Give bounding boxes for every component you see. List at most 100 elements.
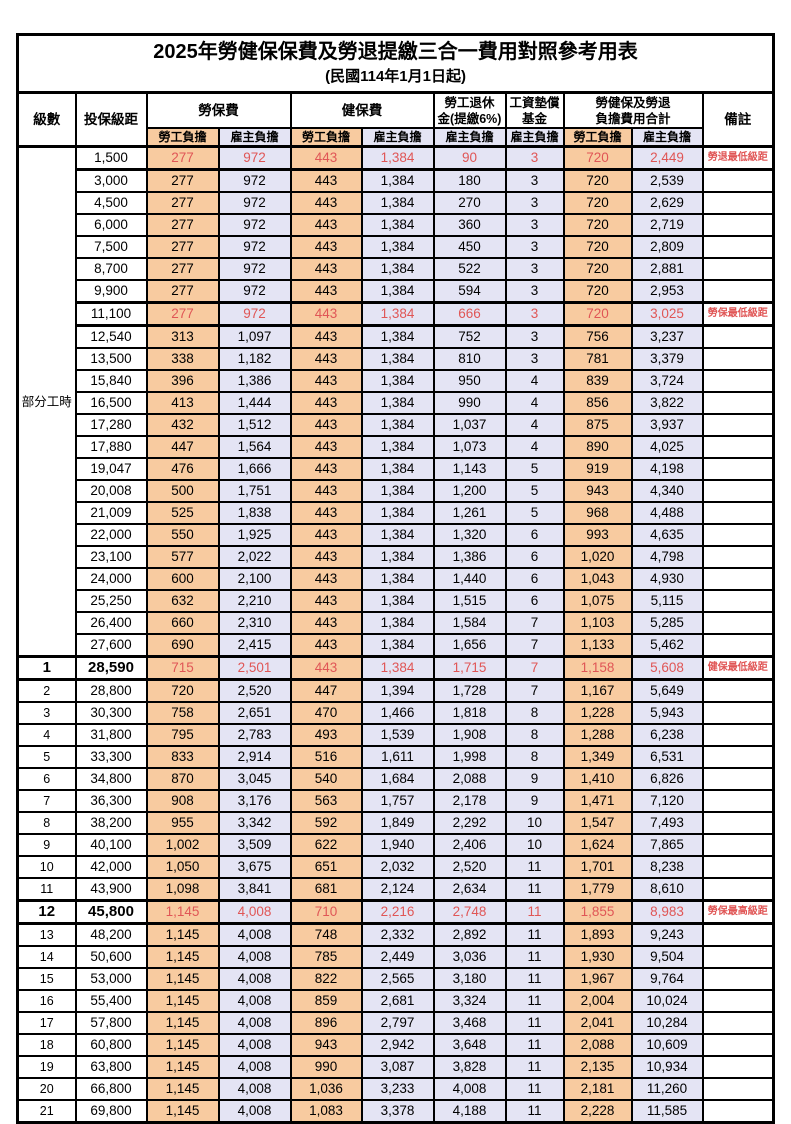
value-cell: 7 — [504, 611, 565, 635]
value-cell: 443 — [289, 611, 363, 635]
subheader-wage-fund-employer: 雇主負擔 — [504, 127, 565, 148]
value-cell: 1,471 — [562, 789, 633, 813]
subheader-pension-employer: 雇主負擔 — [432, 127, 507, 148]
value-cell: 1,133 — [562, 633, 633, 658]
value-cell: 277 — [145, 145, 220, 171]
value-cell: 1,998 — [432, 745, 507, 769]
value-cell: 2,032 — [360, 855, 435, 879]
value-cell: 11,260 — [630, 1077, 704, 1101]
level-cell: 15 — [16, 967, 77, 991]
value-cell: 10,934 — [630, 1055, 704, 1079]
value-cell: 1,394 — [360, 678, 435, 703]
value-cell: 443 — [289, 413, 363, 437]
level-cell: 16 — [16, 989, 77, 1013]
value-cell: 1,855 — [562, 899, 633, 925]
value-cell: 443 — [289, 545, 363, 569]
value-cell: 1,384 — [360, 279, 435, 304]
value-cell: 660 — [145, 611, 220, 635]
remark-cell — [701, 479, 775, 503]
title-block: 2025年勞健保保費及勞退提繳三合一費用對照參考用表 (民國114年1月1日起) — [16, 33, 775, 94]
value-cell: 443 — [289, 391, 363, 415]
value-cell: 8 — [504, 745, 565, 769]
value-cell: 1,728 — [432, 678, 507, 703]
value-cell: 2,520 — [217, 678, 292, 703]
remark-cell — [701, 789, 775, 813]
subheader-labor-employee: 勞工負擔 — [145, 127, 220, 148]
remark-cell — [701, 833, 775, 857]
remark-cell — [701, 922, 775, 947]
value-cell: 1,145 — [145, 1099, 220, 1124]
level-cell: 19 — [16, 1055, 77, 1079]
value-cell: 277 — [145, 257, 220, 281]
value-cell: 2,100 — [217, 567, 292, 591]
value-cell: 2,942 — [360, 1033, 435, 1057]
value-cell: 8,983 — [630, 899, 704, 925]
value-cell: 1,967 — [562, 967, 633, 991]
value-cell: 1,751 — [217, 479, 292, 503]
value-cell: 1,611 — [360, 745, 435, 769]
value-cell: 2,124 — [360, 877, 435, 902]
value-cell: 7,120 — [630, 789, 704, 813]
value-cell: 2,022 — [217, 545, 292, 569]
value-cell: 443 — [289, 369, 363, 393]
bracket-cell: 36,300 — [74, 789, 148, 813]
table-row: 23,100 577 2,022 443 1,384 1,386 6 1,020 4,798 — [18, 545, 775, 569]
remark-cell — [701, 723, 775, 747]
value-cell: 1,547 — [562, 811, 633, 835]
value-cell: 3 — [504, 279, 565, 304]
value-cell: 3,468 — [432, 1011, 507, 1035]
remark-cell — [701, 369, 775, 393]
col-header-pension: 勞工退休 金(提繳6%) — [432, 91, 507, 129]
value-cell: 6 — [504, 523, 565, 547]
value-cell: 2,634 — [432, 877, 507, 902]
level-cell: 13 — [16, 922, 77, 947]
value-cell: 1,384 — [360, 633, 435, 658]
remark-cell — [701, 967, 775, 991]
bracket-cell: 40,100 — [74, 833, 148, 857]
value-cell: 11 — [504, 899, 565, 925]
value-cell: 2,520 — [432, 855, 507, 879]
value-cell: 4,008 — [217, 922, 292, 947]
subheader-labor-employer: 雇主負擔 — [217, 127, 292, 148]
value-cell: 758 — [145, 701, 220, 725]
value-cell: 2,135 — [562, 1055, 633, 1079]
value-cell: 1,145 — [145, 1033, 220, 1057]
remark-cell: 健保最低級距 — [701, 655, 775, 681]
remark-cell — [701, 611, 775, 635]
col-header-labor-fee: 勞保費 — [145, 91, 292, 129]
value-cell: 1,838 — [217, 501, 292, 525]
remark-cell — [701, 989, 775, 1013]
value-cell: 2,681 — [360, 989, 435, 1013]
value-cell: 11 — [504, 1055, 565, 1079]
remark-cell — [701, 745, 775, 769]
remark-cell — [701, 391, 775, 415]
value-cell: 270 — [432, 191, 507, 215]
value-cell: 720 — [562, 301, 633, 327]
value-cell: 4 — [504, 413, 565, 437]
value-cell: 592 — [289, 811, 363, 835]
table-row: 5 33,300 833 2,914 516 1,611 1,998 8 1,349 6,531 — [16, 745, 775, 769]
value-cell: 4,008 — [217, 1099, 292, 1124]
value-cell: 396 — [145, 369, 220, 393]
value-cell: 11 — [504, 877, 565, 902]
subheader-health-employee: 勞工負擔 — [289, 127, 363, 148]
value-cell: 443 — [289, 501, 363, 525]
value-cell: 1,083 — [289, 1099, 363, 1124]
value-cell: 1,384 — [360, 567, 435, 591]
value-cell: 990 — [289, 1055, 363, 1079]
value-cell: 651 — [289, 855, 363, 879]
value-cell: 1,384 — [360, 369, 435, 393]
value-cell: 1,200 — [432, 479, 507, 503]
value-cell: 839 — [562, 369, 633, 393]
value-cell: 2,449 — [360, 945, 435, 969]
bracket-cell: 43,900 — [74, 877, 148, 902]
value-cell: 2,783 — [217, 723, 292, 747]
value-cell: 2,501 — [217, 655, 292, 681]
value-cell: 3,233 — [360, 1077, 435, 1101]
bracket-cell: 38,200 — [74, 811, 148, 835]
remark-cell — [701, 213, 775, 237]
table-row: 部分工時 1,500 277 972 443 1,384 90 3 720 2,449 勞退最低級距 — [16, 145, 775, 658]
value-cell: 443 — [289, 479, 363, 503]
value-cell: 2,088 — [432, 767, 507, 791]
